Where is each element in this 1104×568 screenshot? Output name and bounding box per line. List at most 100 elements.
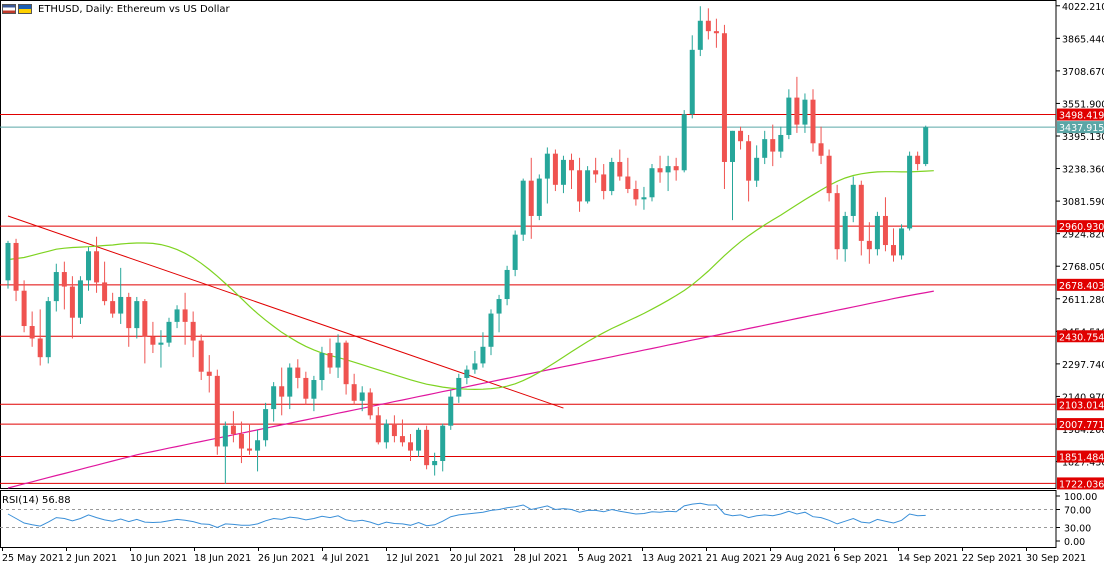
candle-body	[794, 97, 800, 125]
price-tick-label: 4022.210	[1062, 2, 1104, 13]
candle-body	[472, 363, 478, 370]
date-label: 10 Jun 2021	[130, 553, 187, 564]
date-label: 22 Sep 2021	[962, 553, 1022, 564]
candle-body	[673, 166, 679, 171]
candle-body	[408, 442, 413, 451]
rsi-label: RSI(14) 56.88	[2, 495, 71, 506]
level-tag-label: 2103.014	[1059, 400, 1104, 411]
candle-body	[174, 309, 180, 322]
candle-body	[858, 184, 864, 241]
current-price-label: 3437.915	[1059, 123, 1104, 134]
candle-body	[5, 242, 11, 281]
level-tag	[1057, 477, 1104, 490]
price-tick-label: 3865.440	[1062, 34, 1104, 45]
date-label: 25 May 2021	[2, 553, 64, 564]
candle-body	[29, 326, 35, 339]
candle-body	[37, 338, 43, 358]
candle-body	[657, 168, 663, 173]
rsi-tick-label: 70.00	[1064, 506, 1091, 517]
candle-body	[287, 367, 293, 397]
level-tag-label: 1851.484	[1059, 453, 1104, 464]
candle-body	[480, 346, 486, 364]
date-label: 20 Jul 2021	[450, 553, 504, 564]
candle-body	[102, 282, 108, 302]
candle-body	[705, 20, 711, 32]
candle-body	[560, 159, 566, 185]
date-label: 4 Jul 2021	[322, 553, 370, 564]
candle-body	[625, 176, 631, 189]
candle-body	[520, 180, 526, 235]
candle-body	[915, 155, 921, 165]
candle-body	[496, 299, 502, 314]
candle-body	[53, 272, 59, 302]
candle-body	[440, 425, 446, 462]
candle-body	[94, 251, 100, 283]
candle-body	[190, 321, 196, 341]
candle-body	[746, 141, 752, 181]
candle-body	[569, 159, 574, 171]
chart-title-bar: ETHUSD, Daily: Ethereum vs US Dollar	[2, 2, 230, 16]
candle-body	[754, 157, 760, 181]
rsi-line	[7, 502, 926, 529]
price-tick-label: 3395.130	[1062, 132, 1104, 143]
candle-body	[255, 440, 261, 451]
candle-body	[778, 134, 784, 152]
candle-body	[247, 448, 252, 451]
level-tag-label: 2007.771	[1059, 420, 1104, 431]
candle-body	[689, 49, 695, 115]
price-tick-label: 3238.360	[1062, 165, 1104, 176]
candle-body	[271, 386, 277, 410]
level-tag-label: 2960.930	[1059, 222, 1104, 233]
candle-body	[335, 342, 341, 368]
candle-body	[424, 429, 430, 466]
candle-body	[850, 184, 856, 216]
rsi-pane-frame	[0, 490, 1057, 548]
level-tag	[1057, 278, 1104, 291]
candle-body	[367, 392, 373, 416]
level-tag-label: 1722.036	[1059, 479, 1104, 490]
candle-body	[126, 296, 132, 329]
candle-body	[834, 193, 840, 250]
candle-body	[118, 296, 124, 314]
candle-body	[279, 386, 285, 397]
candle-body	[721, 33, 727, 162]
candle-body	[456, 377, 462, 397]
candle-body	[899, 228, 905, 256]
candle-body	[617, 161, 623, 177]
ma-fast-line	[7, 170, 934, 391]
candle-body	[593, 170, 599, 175]
candle-body	[319, 353, 325, 381]
candle-body	[222, 425, 228, 447]
candle-body	[488, 313, 494, 347]
candle-body	[528, 180, 534, 216]
candle-body	[810, 99, 816, 144]
level-tag	[1057, 418, 1104, 431]
date-label: 6 Sep 2021	[834, 553, 888, 564]
level-tag-label: 3498.419	[1059, 111, 1104, 122]
candle-body	[182, 309, 188, 322]
candle-body	[150, 336, 156, 345]
candle-body	[263, 409, 269, 441]
candle-body	[303, 377, 309, 399]
candle-body	[786, 97, 792, 135]
candle-body	[448, 396, 454, 426]
candle-body	[681, 114, 687, 171]
date-label: 26 Jun 2021	[258, 553, 315, 564]
rsi-tick-label: 100.00	[1064, 492, 1097, 503]
current-price-tag	[1057, 121, 1104, 134]
candle-body	[359, 392, 365, 401]
candle-body	[432, 461, 438, 466]
candle-body	[198, 340, 204, 372]
level-tag	[1057, 108, 1104, 121]
candle-body	[552, 153, 558, 185]
candle-body	[697, 20, 703, 50]
price-tick-label: 2924.820	[1062, 230, 1104, 241]
rsi-tick-label: 30.00	[1064, 524, 1091, 535]
candle-body	[399, 436, 405, 443]
candle-body	[464, 369, 470, 378]
candle-body	[61, 272, 67, 287]
candle-body	[391, 423, 397, 437]
candle-body	[762, 139, 768, 158]
date-label: 5 Aug 2021	[578, 553, 633, 564]
